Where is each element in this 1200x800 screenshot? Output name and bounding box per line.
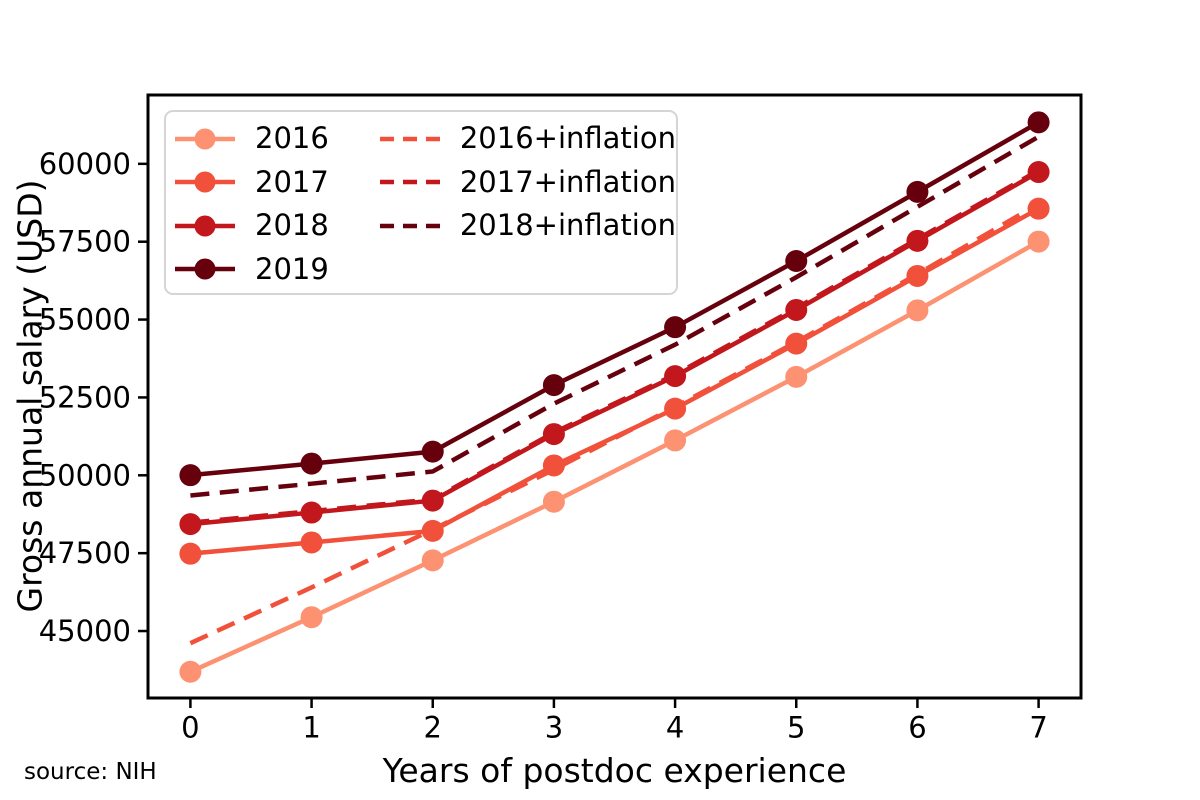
y-tick-label: 55000 <box>39 303 131 337</box>
legend-item-2017+inflation: 2017+inflation <box>379 161 676 205</box>
data-point-2016-year-2 <box>421 549 444 572</box>
data-point-2017-year-0 <box>179 542 202 565</box>
y-tick-label: 60000 <box>39 147 131 181</box>
y-tick-label: 47500 <box>39 536 131 570</box>
legend-item-2018: 2018 <box>174 204 379 248</box>
data-point-2018-year-0 <box>179 513 202 536</box>
legend-label: 2017 <box>255 164 329 199</box>
data-point-2019-year-4 <box>664 316 687 339</box>
series-line-2016+inflation <box>189 201 1040 646</box>
dashed-line-swatch-icon <box>379 223 440 228</box>
line-marker-swatch-icon <box>175 171 235 193</box>
data-point-2019-year-5 <box>785 250 808 273</box>
legend-label: 2017+inflation <box>459 164 676 199</box>
legend: 2016 2017 2018 2019 2016+inflation 2017+infla… <box>164 110 678 295</box>
line-marker-swatch-icon <box>175 215 235 237</box>
x-tick-label: 5 <box>787 711 805 745</box>
data-point-2016-year-3 <box>542 490 565 513</box>
data-point-2016-year-5 <box>785 365 808 388</box>
data-point-2019-year-0 <box>179 464 202 487</box>
legend-label: 2016+inflation <box>459 121 676 156</box>
data-point-2019-year-2 <box>421 440 444 463</box>
series-line-2018+inflation <box>190 134 1040 498</box>
dashed-line-swatch-icon <box>379 136 440 141</box>
data-point-2017-year-7 <box>1027 197 1050 220</box>
series-line-2016 <box>189 239 1040 674</box>
data-point-2016-year-1 <box>300 606 323 629</box>
y-tick-label: 45000 <box>39 614 131 648</box>
x-axis-title: Years of postdoc experience <box>382 751 847 790</box>
data-point-2019-year-7 <box>1027 111 1050 134</box>
line-marker-swatch-icon <box>175 258 235 280</box>
legend-label: 2018 <box>255 208 329 243</box>
data-point-2016-year-6 <box>906 299 929 322</box>
data-point-2016-year-7 <box>1027 230 1050 253</box>
legend-item-2019: 2019 <box>174 248 379 292</box>
x-tick-label: 2 <box>424 711 442 745</box>
legend-item-2017: 2017 <box>174 161 379 205</box>
legend-label: 2018+inflation <box>459 208 676 243</box>
x-tick-label: 1 <box>302 711 320 745</box>
y-axis-title: Gross annual salary (USD) <box>10 179 50 613</box>
legend-column-1: 2016 2017 2018 2019 <box>174 117 379 291</box>
series-line-2019 <box>190 120 1040 478</box>
data-point-2019-year-6 <box>906 180 929 203</box>
line-marker-swatch-icon <box>175 128 235 150</box>
legend-item-2016: 2016 <box>174 117 379 161</box>
legend-label: 2019 <box>255 251 329 286</box>
legend-label: 2016 <box>255 121 329 156</box>
x-tick-label: 3 <box>545 711 563 745</box>
legend-item-2016+inflation: 2016+inflation <box>379 117 676 161</box>
series-line-2017 <box>190 206 1040 556</box>
x-tick-label: 7 <box>1029 711 1047 745</box>
data-point-2016-year-0 <box>179 660 202 683</box>
data-point-2016-year-4 <box>664 429 687 452</box>
data-point-2019-year-3 <box>542 374 565 397</box>
source-note: source: NIH <box>24 759 157 785</box>
legend-item-2018+inflation: 2018+inflation <box>379 204 676 248</box>
series-line-2017+inflation <box>190 168 1040 525</box>
x-tick-label: 6 <box>908 711 926 745</box>
dashed-line-swatch-icon <box>379 180 440 185</box>
data-point-2017-year-1 <box>300 531 323 554</box>
x-tick-label: 4 <box>666 711 684 745</box>
x-tick-label: 0 <box>181 711 199 745</box>
y-tick-label: 50000 <box>39 458 131 492</box>
data-point-2019-year-1 <box>300 452 323 475</box>
y-tick-label: 57500 <box>39 225 131 259</box>
y-tick-label: 52500 <box>39 380 131 414</box>
legend-column-2: 2016+inflation 2017+inflation 2018+inflati… <box>379 117 676 248</box>
